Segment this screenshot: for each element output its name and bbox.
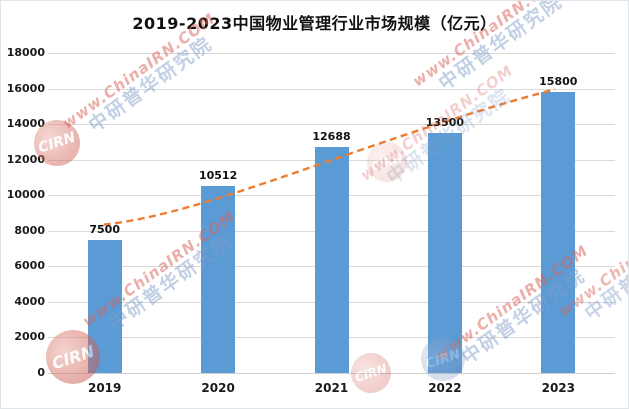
x-axis-tick-label: 2020 (201, 381, 235, 395)
y-axis-tick-label: 14000 (6, 117, 45, 131)
gridline (48, 53, 615, 54)
y-axis-tick-label: 10000 (6, 188, 45, 202)
gridline (48, 88, 615, 90)
bar-value-label: 12688 (312, 130, 351, 144)
bar-2020 (201, 186, 236, 373)
x-axis-tick-label: 2023 (541, 381, 575, 395)
gridline (48, 124, 615, 126)
x-axis-tick-label: 2022 (428, 381, 462, 395)
y-axis-tick-label: 2000 (14, 330, 45, 344)
y-axis-tick-label: 18000 (6, 46, 45, 59)
chart-title: 2019-2023中国物业管理行业市场规模（亿元） (132, 14, 497, 33)
bar-value-label: 13500 (425, 116, 465, 129)
gridline (48, 373, 615, 374)
y-axis-tick-label: 16000 (6, 81, 45, 95)
y-axis-tick-label: 12000 (6, 152, 45, 166)
y-axis-tick-label: 4000 (14, 294, 45, 308)
y-axis-tick-label: 6000 (14, 259, 45, 273)
bar-2023 (541, 92, 576, 373)
bar-2021 (314, 147, 349, 373)
bar-value-label: 7500 (89, 222, 120, 236)
x-axis-tick-label: 2021 (314, 381, 349, 395)
y-axis-tick-label: 8000 (14, 223, 45, 237)
bar-2022 (427, 133, 462, 373)
bar-value-label: 10512 (198, 169, 238, 183)
trend-line (103, 87, 556, 226)
bar-value-label: 15800 (539, 75, 578, 89)
